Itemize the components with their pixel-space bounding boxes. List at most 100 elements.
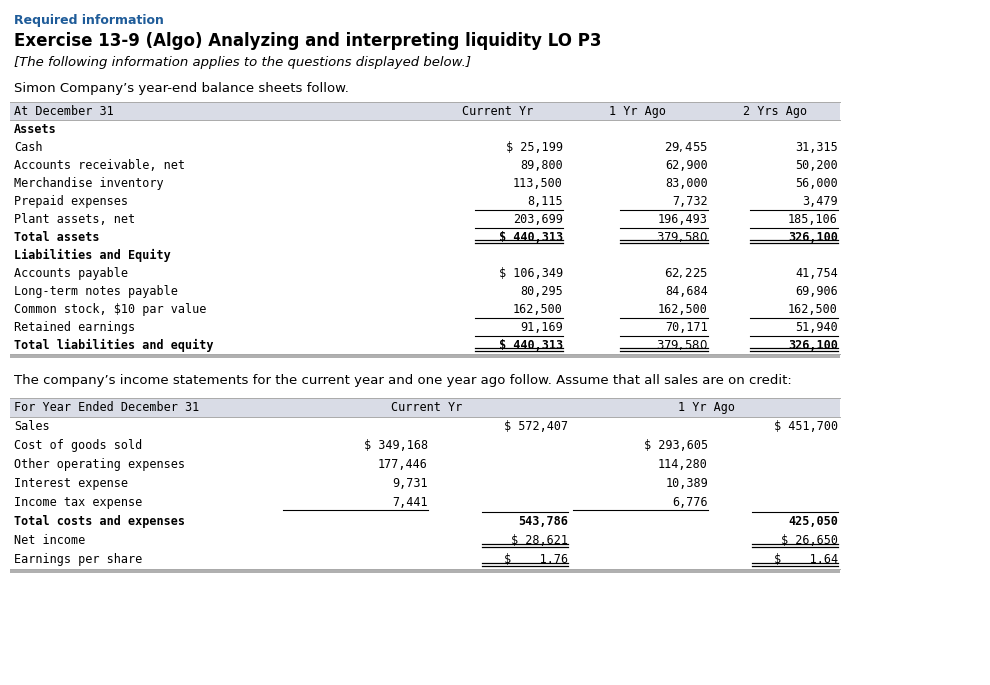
Bar: [10, 138, 840, 156]
Text: 3,479: 3,479: [802, 195, 838, 208]
Bar: [10, 174, 840, 192]
Bar: [10, 436, 840, 455]
Text: 185,106: 185,106: [788, 212, 838, 225]
Text: 83,000: 83,000: [665, 177, 708, 190]
Text: Assets: Assets: [14, 123, 56, 136]
Text: Current Yr: Current Yr: [462, 105, 534, 118]
Text: $ 62,225 $: $ 62,225 $: [663, 266, 708, 280]
Text: $ 379,580 $: $ 379,580 $: [656, 230, 708, 244]
Text: Accounts receivable, net: Accounts receivable, net: [14, 158, 185, 171]
Text: $ 25,199: $ 25,199: [506, 140, 563, 153]
Text: 70,171: 70,171: [665, 321, 708, 334]
Text: 51,940: 51,940: [795, 321, 838, 334]
Text: Cost of goods sold: Cost of goods sold: [14, 439, 143, 452]
Text: Prepaid expenses: Prepaid expenses: [14, 195, 128, 208]
Text: 162,500: 162,500: [788, 303, 838, 316]
Bar: [10, 474, 840, 493]
Bar: [10, 318, 840, 336]
Text: 425,050: 425,050: [788, 515, 838, 528]
Text: Interest expense: Interest expense: [14, 477, 128, 490]
Text: 9,731: 9,731: [392, 477, 428, 490]
Text: $ 440,313: $ 440,313: [499, 338, 563, 351]
Text: $ 349,168: $ 349,168: [364, 439, 428, 452]
Text: 1 Yr Ago: 1 Yr Ago: [678, 401, 735, 414]
Text: Earnings per share: Earnings per share: [14, 553, 143, 566]
Text: 6,776: 6,776: [672, 496, 708, 509]
Text: 56,000: 56,000: [795, 177, 838, 190]
Text: Current Yr: Current Yr: [391, 401, 462, 414]
Bar: [10, 354, 840, 358]
Text: For Year Ended December 31: For Year Ended December 31: [14, 401, 199, 414]
Text: 196,493: 196,493: [658, 212, 708, 225]
Bar: [10, 210, 840, 228]
Text: $ 28,621: $ 28,621: [511, 534, 568, 547]
Text: 8,115: 8,115: [528, 195, 563, 208]
Text: Cash: Cash: [14, 140, 43, 153]
Bar: [10, 300, 840, 318]
Text: 10,389: 10,389: [665, 477, 708, 490]
Text: 1 Yr Ago: 1 Yr Ago: [609, 105, 666, 118]
Text: 543,786: 543,786: [518, 515, 568, 528]
Text: Sales: Sales: [14, 420, 50, 433]
Text: $ 293,605: $ 293,605: [644, 439, 708, 452]
Text: 162,500: 162,500: [513, 303, 563, 316]
Text: $ 379,580 $: $ 379,580 $: [656, 338, 708, 352]
Text: Retained earnings: Retained earnings: [14, 321, 135, 334]
Text: $ 440,313: $ 440,313: [499, 230, 563, 243]
Text: 50,200: 50,200: [795, 158, 838, 171]
Bar: [10, 398, 840, 417]
Text: At December 31: At December 31: [14, 105, 114, 118]
Bar: [10, 569, 840, 573]
Text: The company’s income statements for the current year and one year ago follow. As: The company’s income statements for the …: [14, 374, 792, 387]
Text: $ 29,455 $: $ 29,455 $: [664, 140, 708, 154]
Text: $ 26,650: $ 26,650: [781, 534, 838, 547]
Text: Exercise 13-9 (Algo) Analyzing and interpreting liquidity LO P3: Exercise 13-9 (Algo) Analyzing and inter…: [14, 32, 602, 50]
Text: 41,754: 41,754: [795, 266, 838, 279]
Text: 89,800: 89,800: [521, 158, 563, 171]
Bar: [10, 512, 840, 531]
Text: 113,500: 113,500: [513, 177, 563, 190]
Text: Income tax expense: Income tax expense: [14, 496, 143, 509]
Bar: [10, 282, 840, 300]
Text: 203,699: 203,699: [513, 212, 563, 225]
Bar: [10, 246, 840, 264]
Text: 326,100: 326,100: [788, 230, 838, 243]
Text: Total assets: Total assets: [14, 230, 100, 243]
Text: 31,315: 31,315: [795, 140, 838, 153]
Bar: [10, 336, 840, 354]
Text: Accounts payable: Accounts payable: [14, 266, 128, 279]
Text: [The following information applies to the questions displayed below.]: [The following information applies to th…: [14, 56, 471, 69]
Text: 91,169: 91,169: [521, 321, 563, 334]
Text: Required information: Required information: [14, 14, 164, 27]
Bar: [10, 264, 840, 282]
Bar: [10, 228, 840, 246]
Text: $    1.64: $ 1.64: [774, 553, 838, 566]
Bar: [10, 102, 840, 120]
Text: 326,100: 326,100: [788, 338, 838, 351]
Bar: [10, 550, 840, 569]
Text: $    1.76: $ 1.76: [504, 553, 568, 566]
Bar: [10, 493, 840, 512]
Text: Net income: Net income: [14, 534, 85, 547]
Bar: [10, 417, 840, 436]
Text: 7,441: 7,441: [392, 496, 428, 509]
Text: 62,900: 62,900: [665, 158, 708, 171]
Text: 177,446: 177,446: [378, 458, 428, 471]
Text: 7,732: 7,732: [672, 195, 708, 208]
Bar: [10, 192, 840, 210]
Text: Total costs and expenses: Total costs and expenses: [14, 515, 185, 528]
Text: 114,280: 114,280: [658, 458, 708, 471]
Text: $ 106,349: $ 106,349: [499, 266, 563, 279]
Text: Common stock, $10 par value: Common stock, $10 par value: [14, 303, 206, 316]
Text: Total liabilities and equity: Total liabilities and equity: [14, 338, 214, 351]
Text: $ 451,700: $ 451,700: [774, 420, 838, 433]
Text: Long-term notes payable: Long-term notes payable: [14, 284, 178, 297]
Text: Simon Company’s year-end balance sheets follow.: Simon Company’s year-end balance sheets …: [14, 82, 348, 95]
Text: $ 572,407: $ 572,407: [504, 420, 568, 433]
Text: 2 Yrs Ago: 2 Yrs Ago: [742, 105, 807, 118]
Text: 80,295: 80,295: [521, 284, 563, 297]
Bar: [10, 531, 840, 550]
Bar: [10, 455, 840, 474]
Text: Merchandise inventory: Merchandise inventory: [14, 177, 163, 190]
Bar: [10, 120, 840, 138]
